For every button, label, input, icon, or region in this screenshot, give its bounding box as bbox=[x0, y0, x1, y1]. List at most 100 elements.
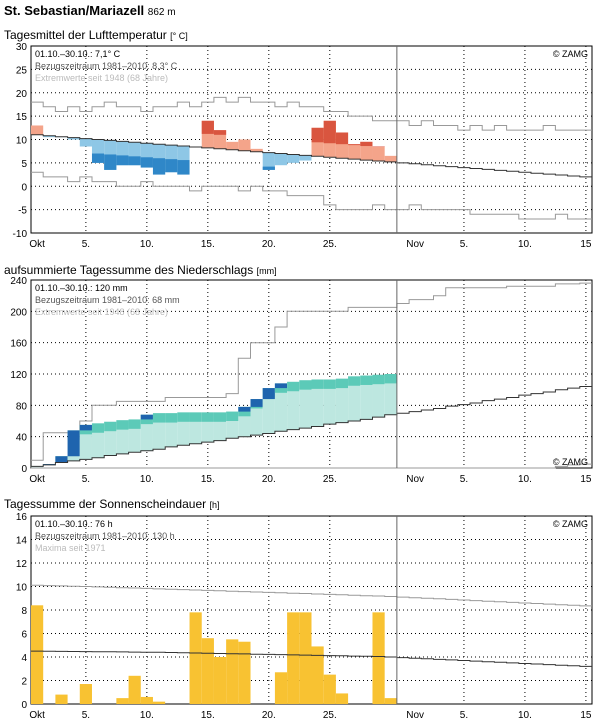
precipitation-bar-anomaly bbox=[91, 423, 105, 433]
temperature-bar bbox=[79, 138, 92, 147]
temperature-bar-strong-anomaly bbox=[323, 120, 336, 144]
sunshine-bar bbox=[116, 698, 129, 704]
sunshine-bar bbox=[384, 698, 397, 704]
temperature-ytick-label: 30 bbox=[16, 42, 28, 53]
precipitation-bar bbox=[262, 388, 275, 434]
precipitation-bar-anomaly bbox=[335, 378, 349, 389]
sunshine-bar bbox=[55, 694, 68, 704]
sunshine-bar bbox=[226, 639, 239, 704]
temperature-xtick-label: 20. bbox=[262, 239, 276, 250]
temperature-bar-strong-anomaly bbox=[360, 141, 373, 147]
precipitation-bar bbox=[274, 383, 288, 432]
temperature-bar bbox=[31, 125, 44, 135]
precipitation-bar-anomaly bbox=[226, 411, 239, 421]
sunshine-bar bbox=[299, 612, 312, 704]
precipitation-bar-daily-increment bbox=[238, 406, 251, 412]
temperature-bar bbox=[226, 141, 239, 150]
temperature-normal-line bbox=[31, 134, 592, 178]
precipitation-bar-anomaly bbox=[323, 379, 336, 389]
sunshine-bar bbox=[152, 701, 166, 704]
sunshine-title: Tagessumme der Sonnenscheindauer [h] bbox=[4, 497, 219, 511]
temperature-xtick-label: 10. bbox=[140, 239, 154, 250]
sunshine-bar bbox=[323, 674, 336, 704]
precipitation-bar-anomaly bbox=[213, 412, 227, 422]
precipitation-xtick-label: 25. bbox=[323, 474, 337, 485]
temperature-bar bbox=[262, 152, 275, 170]
precipitation-ytick-label: 120 bbox=[10, 370, 27, 381]
temperature-bar bbox=[274, 153, 288, 166]
precipitation-normal-line bbox=[31, 386, 592, 467]
sunshine-xtick-label: 15 bbox=[580, 710, 592, 721]
sunshine-info-line: Bezugszeitraum 1981–2010: 130 h bbox=[35, 531, 175, 541]
sunshine-bar bbox=[287, 612, 300, 704]
sunshine-xtick-label: 15. bbox=[201, 710, 215, 721]
temperature-ytick-label: 25 bbox=[16, 65, 28, 76]
precipitation-xtick-label: 10. bbox=[140, 474, 154, 485]
sunshine-xtick-label: 20. bbox=[262, 710, 276, 721]
precipitation-bar-anomaly bbox=[348, 376, 361, 386]
precipitation-bar-anomaly bbox=[201, 412, 214, 422]
sunshine-bar bbox=[213, 657, 227, 704]
sunshine-bar bbox=[140, 696, 153, 704]
temperature-bar-strong-anomaly bbox=[116, 155, 129, 166]
precipitation-bar-anomaly bbox=[311, 379, 324, 389]
sunshine-ytick-label: 12 bbox=[16, 559, 28, 570]
temperature-bar bbox=[384, 155, 397, 162]
precipitation-info-line: Bezugszeitraum 1981–2010: 68 mm bbox=[35, 295, 180, 305]
sunshine-ytick-label: 8 bbox=[21, 606, 27, 617]
temperature-bar bbox=[372, 146, 385, 162]
sunshine-xtick-label: 5. bbox=[460, 710, 468, 721]
temperature-copyright: © ZAMG bbox=[553, 49, 588, 59]
sunshine-bar bbox=[238, 641, 251, 704]
temperature-ytick-label: -5 bbox=[18, 206, 27, 217]
temperature-xtick-label: 10. bbox=[518, 239, 532, 250]
precipitation-bar-anomaly bbox=[104, 421, 117, 432]
sunshine-xtick-label: Nov bbox=[406, 710, 424, 721]
sunshine-bar bbox=[31, 605, 44, 704]
temperature-xtick-label: 5. bbox=[460, 239, 468, 250]
temperature-bar bbox=[348, 144, 361, 160]
temperature-xtick-label: Nov bbox=[406, 239, 424, 250]
precipitation-copyright: © ZAMG bbox=[553, 457, 588, 467]
temperature-bar-strong-anomaly bbox=[201, 120, 214, 134]
precipitation-bar-daily-increment bbox=[55, 456, 68, 463]
temperature-bar-strong-anomaly bbox=[213, 130, 227, 135]
sunshine-xtick-label: Okt bbox=[29, 710, 45, 721]
sunshine-ytick-label: 4 bbox=[21, 653, 27, 664]
precipitation-ytick-label: 160 bbox=[10, 339, 27, 350]
sunshine-xtick-label: 10. bbox=[140, 710, 154, 721]
temperature-bar-strong-anomaly bbox=[140, 157, 153, 168]
sunshine-title-text: Tagessumme der Sonnenscheindauer bbox=[4, 497, 207, 511]
temperature-bar-strong-anomaly bbox=[262, 166, 275, 170]
precipitation-bar-anomaly bbox=[189, 412, 202, 422]
precipitation-bar bbox=[311, 379, 324, 427]
precipitation-bar-anomaly bbox=[360, 375, 373, 385]
precipitation-bar-anomaly bbox=[177, 412, 190, 422]
sunshine-info-line: 01.10.–30.10.: 76 h bbox=[35, 519, 113, 529]
temperature-bar-strong-anomaly bbox=[128, 156, 141, 166]
temperature-unit: [° C] bbox=[170, 31, 188, 41]
precipitation-title: aufsummierte Tagessumme des Niederschlag… bbox=[4, 263, 277, 277]
precipitation-bar-anomaly bbox=[384, 374, 397, 384]
precipitation-info-line: Extremwerte seit 1948 (68 Jahre) bbox=[35, 307, 168, 317]
sunshine-max-line bbox=[31, 584, 592, 607]
precipitation-xtick-label: 15 bbox=[580, 474, 592, 485]
precipitation-bar-anomaly bbox=[299, 380, 312, 390]
sunshine-ytick-label: 10 bbox=[16, 583, 28, 594]
precipitation-bar bbox=[299, 380, 312, 429]
precipitation-xtick-label: 20. bbox=[262, 474, 276, 485]
sunshine-xtick-label: 10. bbox=[518, 710, 532, 721]
temperature-max-extreme-line bbox=[31, 96, 592, 131]
temperature-ytick-label: 5 bbox=[21, 159, 27, 170]
precipitation-bar-daily-increment bbox=[262, 388, 275, 400]
precipitation-xtick-label: 10. bbox=[518, 474, 532, 485]
temperature-ytick-label: 15 bbox=[16, 112, 28, 123]
precipitation-bar-anomaly bbox=[116, 420, 129, 430]
temperature-bar bbox=[238, 139, 251, 151]
temperature-xtick-label: Okt bbox=[29, 239, 45, 250]
temperature-xtick-label: 15. bbox=[201, 239, 215, 250]
precipitation-bar-anomaly bbox=[152, 413, 166, 423]
temperature-bar-strong-anomaly bbox=[335, 132, 349, 145]
temperature-bar-strong-anomaly bbox=[348, 144, 361, 146]
